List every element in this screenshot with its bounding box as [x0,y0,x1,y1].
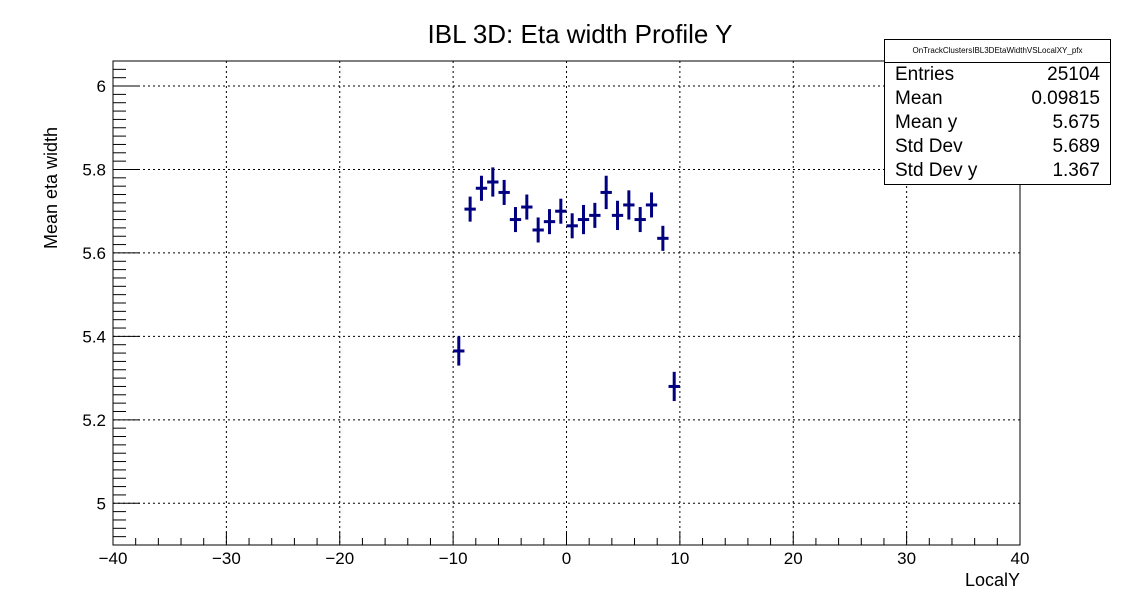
stats-box: OnTrackClustersIBL3DEtaWidthVSLocalXY_pf… [884,39,1111,185]
x-tick-label: 0 [562,549,571,568]
stats-label: Entries [895,64,955,85]
x-tick-label: 10 [670,549,689,568]
x-tick-label: 40 [1011,549,1030,568]
y-tick-label: 5.8 [82,160,106,179]
data-point [657,225,669,251]
stats-value: 5.689 [1052,136,1100,157]
data-point [555,198,567,224]
x-axis-label: LocalY [965,570,1020,590]
x-tick-label: −30 [212,549,241,568]
stats-label: Std Dev y [895,160,978,181]
x-tick-label: −10 [439,549,468,568]
data-point [566,213,578,239]
x-tick-label: −40 [99,549,128,568]
data-point [475,175,488,201]
x-tick-label: −20 [325,549,354,568]
stats-row-mean-y: Mean y 5.675 [885,111,1110,135]
x-tick-label: 20 [784,549,803,568]
data-point [498,179,510,205]
data-point [600,175,612,210]
y-tick-label: 5.6 [82,244,106,263]
data-point [645,192,658,218]
data-point [611,200,624,230]
stats-value: 1.367 [1052,160,1100,181]
data-point [634,207,646,233]
data-point [589,202,601,228]
stats-row-mean: Mean 0.09815 [885,87,1110,111]
grid [113,61,1020,545]
data-point [521,194,533,220]
stats-row-std-dev-y: Std Dev y 1.367 [885,159,1110,183]
stats-label: Std Dev [895,136,963,157]
stats-label: Mean [895,88,943,109]
stats-row-std-dev: Std Dev 5.689 [885,135,1110,159]
data-point [543,209,556,235]
data-point [577,204,590,235]
stats-value: 0.09815 [1031,88,1100,109]
stats-value: 25104 [1047,64,1100,85]
x-tick-label: 30 [897,549,916,568]
data-point [509,207,522,233]
axes: −40 −30 −20 −10 0 10 20 30 40 5 5.2 5.4 5.6 5.8 6 [82,60,1030,568]
y-tick-label: 5.4 [82,327,106,346]
y-tick-label: 5 [97,494,106,513]
stats-box-title: OnTrackClustersIBL3DEtaWidthVSLocalXY_pf… [885,40,1110,63]
data-point [487,167,499,197]
stats-label: Mean y [895,112,958,133]
y-axis-label: Mean eta width [41,127,61,249]
data-point [668,371,680,402]
y-tick-label: 5.2 [82,411,106,430]
data-point [623,190,635,220]
stats-value: 5.675 [1052,112,1100,133]
data-points [453,167,680,402]
data-point [532,217,544,243]
chart-title: IBL 3D: Eta width Profile Y [428,19,733,49]
stats-row-entries: Entries 25104 [885,63,1110,87]
data-point [464,196,476,222]
data-point [453,336,465,366]
y-tick-label: 6 [97,77,106,96]
